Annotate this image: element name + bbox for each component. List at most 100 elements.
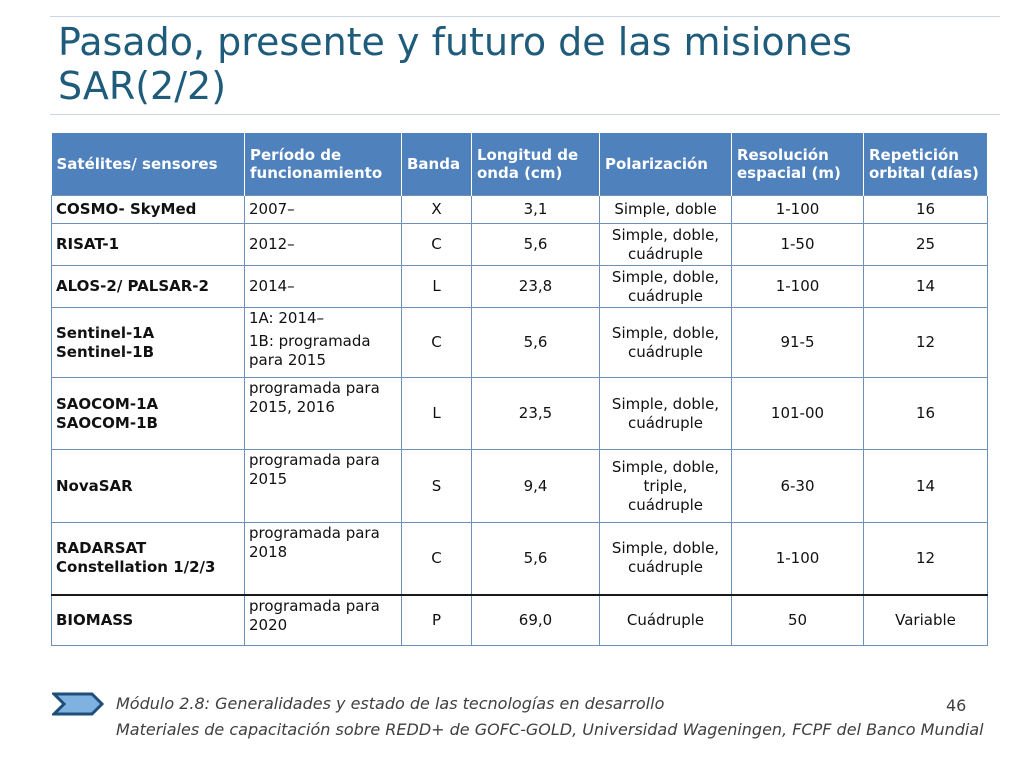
cell-period: 2014– xyxy=(244,265,402,308)
cell-line: 2020 xyxy=(249,615,288,634)
cell-polarization: Simple, doble, cuádruple xyxy=(599,307,732,378)
cell-wavelength: 9,4 xyxy=(471,449,600,523)
slide-title: Pasado, presente y futuro de las misione… xyxy=(58,20,852,108)
cell-satellite: ALOS-2/ PALSAR-2 xyxy=(51,265,245,308)
header-satellites: Satélites/ sensores xyxy=(51,133,245,196)
cell-satellite: RISAT-1 xyxy=(51,223,245,266)
cell-line: SAOCOM-1A xyxy=(56,394,159,413)
cell-band: C xyxy=(401,223,472,266)
table-row: RADARSAT Constellation 1/2/3 programada pa… xyxy=(51,522,988,595)
cell-line: programada para xyxy=(249,379,380,397)
cell-line: cuádruple xyxy=(627,342,704,361)
cell-resolution: 91-5 xyxy=(731,307,864,378)
cell-line: BIOMASS xyxy=(56,610,134,629)
cell-wavelength: 23,8 xyxy=(471,265,600,308)
cell-line: 2012– xyxy=(249,235,295,253)
cell-line: ALOS-2/ PALSAR-2 xyxy=(56,277,209,295)
cell-line: 1B: programada xyxy=(249,332,371,350)
cell-line: programada para xyxy=(249,596,380,615)
cell-wavelength: 5,6 xyxy=(471,522,600,595)
cell-line: 1A: 2014– xyxy=(249,309,325,327)
cell-line: cuádruple xyxy=(627,286,704,305)
cell-wavelength: 5,6 xyxy=(471,307,600,378)
cell-satellite: RADARSAT Constellation 1/2/3 xyxy=(51,522,245,595)
header-polarization: Polarización xyxy=(599,133,732,196)
cell-line: programada para xyxy=(249,524,380,542)
table-row: BIOMASS programada para 2020 P 69,0 Cuádruple… xyxy=(51,593,988,646)
cell-line: 2015 xyxy=(249,470,288,488)
cell-resolution: 50 xyxy=(731,593,864,646)
header-repeat: Repetición orbital (días) xyxy=(863,133,988,196)
cell-resolution: 1-50 xyxy=(731,223,864,266)
cell-line: Sentinel-1B xyxy=(56,342,155,361)
table-row: Sentinel-1A Sentinel-1B 1A: 2014– 1B: progr… xyxy=(51,307,988,378)
cell-satellite: SAOCOM-1A SAOCOM-1B xyxy=(51,377,245,450)
header-band: Banda xyxy=(401,133,472,196)
cell-polarization: Simple, doble, cuádruple xyxy=(599,377,732,450)
cell-line: RISAT-1 xyxy=(56,235,120,253)
header-wavelength: Longitud de onda (cm) xyxy=(471,133,600,196)
cell-period: programada para 2020 xyxy=(244,593,402,646)
cell-period: 1A: 2014– 1B: programada para 2015 xyxy=(244,307,402,378)
cell-line: Simple, doble, xyxy=(611,457,720,476)
cell-line: 2018 xyxy=(249,543,288,561)
table-row: RISAT-1 2012– C 5,6 Simple, doble, cuádruple 1… xyxy=(51,223,988,266)
cell-satellite: NovaSAR xyxy=(51,449,245,523)
cell-repeat: 14 xyxy=(863,265,988,308)
header-period: Período de funcionamiento xyxy=(244,133,402,196)
table-row: ALOS-2/ PALSAR-2 2014– L 23,8 Simple, doble,… xyxy=(51,265,988,308)
cell-line: 2007– xyxy=(249,200,295,218)
cell-band: P xyxy=(401,593,472,646)
cell-repeat: 12 xyxy=(863,307,988,378)
cell-resolution: 6-30 xyxy=(731,449,864,523)
sar-missions-table: Satélites/ sensores Período de funcionami… xyxy=(51,133,988,646)
cell-polarization: Cuádruple xyxy=(599,593,732,646)
cell-line: triple, xyxy=(643,476,688,495)
table-body: COSMO- SkyMed 2007– X 3,1 Simple, doble 1-100… xyxy=(51,195,988,646)
cell-repeat: 25 xyxy=(863,223,988,266)
cell-line: Sentinel-1A xyxy=(56,323,155,342)
title-rule xyxy=(50,114,1000,115)
cell-resolution: 101-00 xyxy=(731,377,864,450)
cell-resolution: 1-100 xyxy=(731,195,864,224)
cell-line: cuádruple xyxy=(627,413,704,432)
cell-line: COSMO- SkyMed xyxy=(56,200,197,218)
cell-line: Simple, doble xyxy=(614,200,717,218)
cell-line: NovaSAR xyxy=(56,476,133,495)
cell-wavelength: 69,0 xyxy=(471,593,600,646)
cell-line: programada para xyxy=(249,451,380,469)
cell-line: Simple, doble, xyxy=(611,539,720,558)
cell-polarization: Simple, doble, cuádruple xyxy=(599,223,732,266)
header-resolution: Resolución espacial (m) xyxy=(731,133,864,196)
cell-period: programada para 2015 xyxy=(244,449,402,523)
cell-line: RADARSAT xyxy=(56,539,147,558)
cell-repeat: 16 xyxy=(863,195,988,224)
cell-line: 2014– xyxy=(249,277,295,295)
cell-wavelength: 3,1 xyxy=(471,195,600,224)
cell-band: X xyxy=(401,195,472,224)
cell-wavelength: 23,5 xyxy=(471,377,600,450)
footer-credits: Materiales de capacitación sobre REDD+ d… xyxy=(116,720,984,739)
cell-period: 2012– xyxy=(244,223,402,266)
cell-band: C xyxy=(401,307,472,378)
cell-wavelength: 5,6 xyxy=(471,223,600,266)
footer-module: Módulo 2.8: Generalidades y estado de la… xyxy=(116,694,665,713)
cell-repeat: 16 xyxy=(863,377,988,450)
cell-line: Simple, doble, xyxy=(611,394,720,413)
cell-satellite: BIOMASS xyxy=(51,593,245,646)
table-row: SAOCOM-1A SAOCOM-1B programada para 2015, 2… xyxy=(51,377,988,450)
table-row: COSMO- SkyMed 2007– X 3,1 Simple, doble 1-100… xyxy=(51,195,988,224)
cell-line: 2015, 2016 xyxy=(249,398,335,416)
page-number: 46 xyxy=(946,696,967,715)
cell-polarization: Simple, doble, cuádruple xyxy=(599,522,732,595)
cell-resolution: 1-100 xyxy=(731,265,864,308)
cell-line: Simple, doble, xyxy=(611,225,720,244)
cell-repeat: 12 xyxy=(863,522,988,595)
cell-resolution: 1-100 xyxy=(731,522,864,595)
cell-polarization: Simple, doble, cuádruple xyxy=(599,265,732,308)
cell-polarization: Simple, doble xyxy=(599,195,732,224)
cell-line: cuádruple xyxy=(627,244,704,263)
cell-period: 2007– xyxy=(244,195,402,224)
cell-line: cuádruple xyxy=(627,558,704,577)
cell-band: L xyxy=(401,377,472,450)
